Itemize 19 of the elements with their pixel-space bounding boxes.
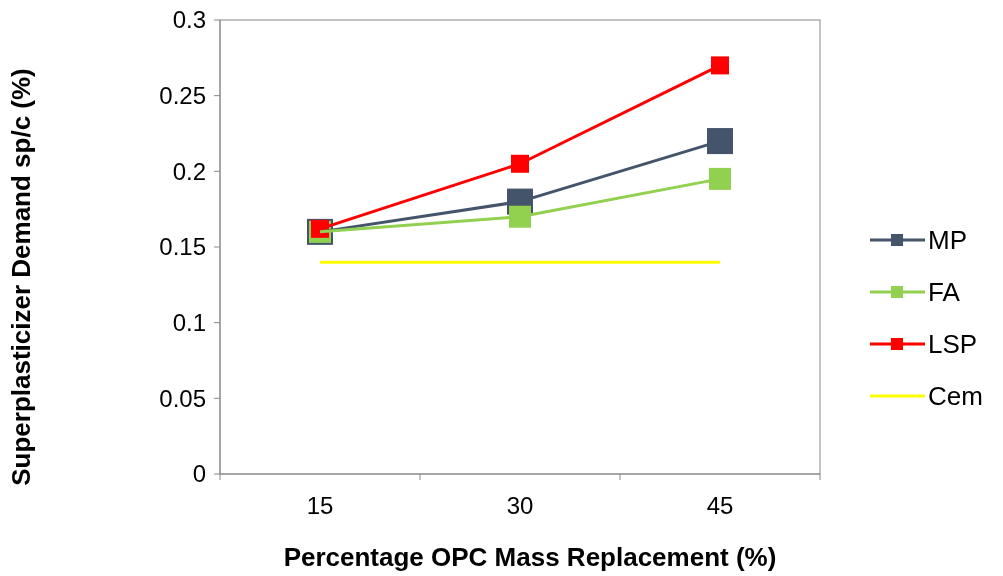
y-tick-label: 0.25: [159, 82, 206, 110]
legend-label: MP: [928, 225, 967, 256]
x-tick-label: 45: [706, 492, 734, 519]
x-tick-label: 30: [506, 492, 534, 519]
point: [709, 167, 731, 190]
y-tick-label: 0.15: [159, 233, 206, 261]
y-tick-label: 0: [192, 460, 206, 488]
y-tick-label: 0.3: [172, 6, 206, 34]
y-tick-label: 0.2: [172, 157, 206, 185]
legend-label: LSP: [928, 329, 978, 360]
x-tick-label: 15: [306, 492, 334, 519]
legend-label: FA: [928, 277, 961, 308]
legend-label: Cem: [928, 381, 983, 412]
x-axis-title: Percentage OPC Mass Replacement (%): [283, 542, 777, 572]
y-axis-title: Superplasticizer Demand sp/c (%): [6, 68, 36, 486]
y-tick-label: 0.05: [159, 384, 206, 412]
point: [711, 56, 729, 75]
y-tick-label: 0.1: [172, 309, 206, 337]
point: [707, 128, 733, 155]
